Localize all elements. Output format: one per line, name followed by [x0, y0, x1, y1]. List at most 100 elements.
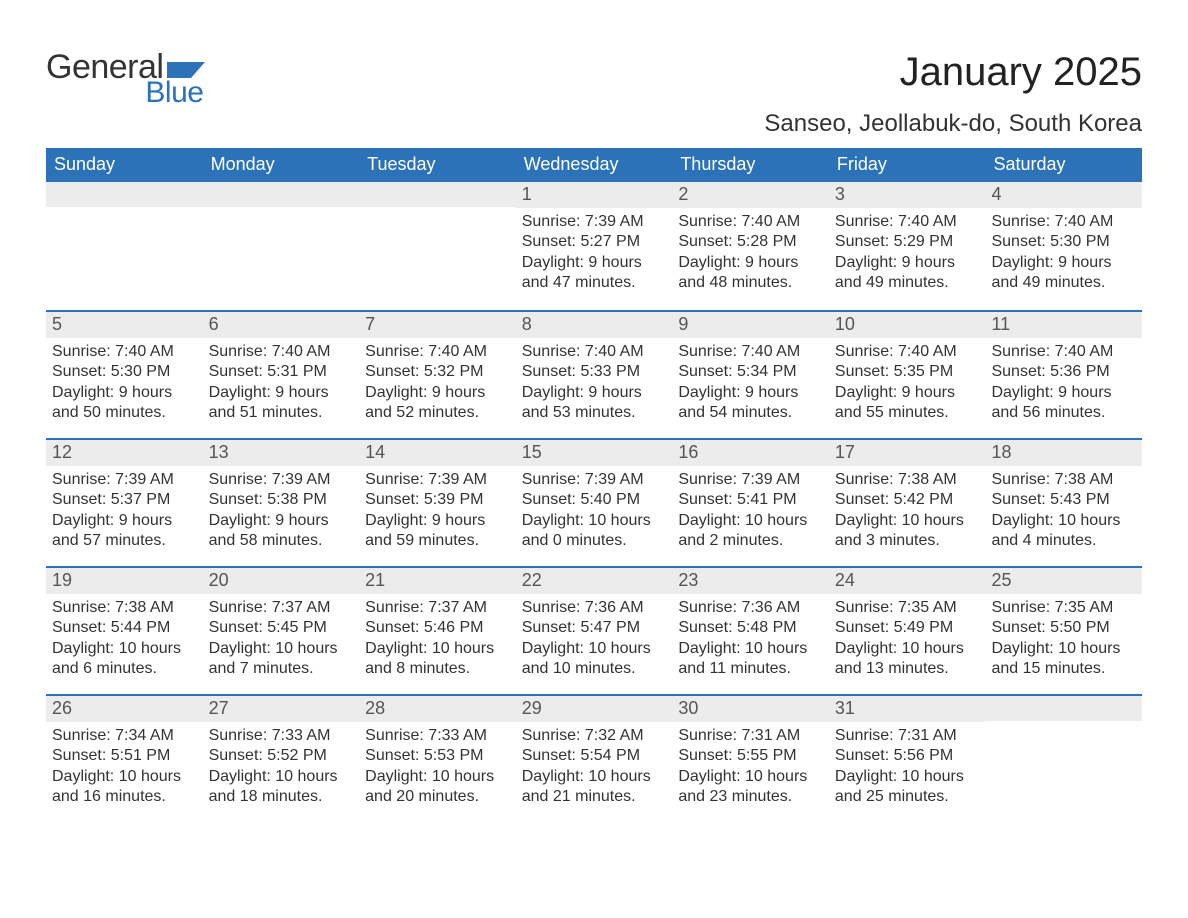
sunrise-text: Sunrise: 7:40 AM: [835, 342, 980, 362]
daylight-text-2: and 4 minutes.: [991, 531, 1136, 551]
day-number: 1: [516, 182, 673, 208]
day-details: Sunrise: 7:32 AMSunset: 5:54 PMDaylight:…: [516, 722, 673, 820]
header: General Blue January 2025 Sanseo, Jeolla…: [46, 50, 1142, 138]
day-number: 26: [46, 696, 203, 722]
day-number: 22: [516, 568, 673, 594]
day-details: Sunrise: 7:39 AMSunset: 5:41 PMDaylight:…: [672, 466, 829, 564]
day-number: 11: [985, 312, 1142, 338]
sunrise-text: Sunrise: 7:38 AM: [991, 470, 1136, 490]
calendar-day: [46, 182, 203, 310]
sunset-text: Sunset: 5:29 PM: [835, 232, 980, 252]
logo-text-blue: Blue: [46, 78, 205, 108]
sunset-text: Sunset: 5:47 PM: [522, 618, 667, 638]
sunrise-text: Sunrise: 7:35 AM: [835, 598, 980, 618]
sunset-text: Sunset: 5:31 PM: [209, 362, 354, 382]
daylight-text-1: Daylight: 9 hours: [991, 383, 1136, 403]
sunset-text: Sunset: 5:36 PM: [991, 362, 1136, 382]
daylight-text-1: Daylight: 9 hours: [52, 511, 197, 531]
day-number: 12: [46, 440, 203, 466]
daylight-text-2: and 16 minutes.: [52, 787, 197, 807]
dow-thursday: Thursday: [672, 148, 829, 182]
calendar-day: 9Sunrise: 7:40 AMSunset: 5:34 PMDaylight…: [672, 312, 829, 438]
day-details: Sunrise: 7:40 AMSunset: 5:35 PMDaylight:…: [829, 338, 986, 436]
calendar-day: 4Sunrise: 7:40 AMSunset: 5:30 PMDaylight…: [985, 182, 1142, 310]
dow-tuesday: Tuesday: [359, 148, 516, 182]
day-number: 8: [516, 312, 673, 338]
daylight-text-1: Daylight: 10 hours: [991, 511, 1136, 531]
sunrise-text: Sunrise: 7:39 AM: [52, 470, 197, 490]
daylight-text-2: and 53 minutes.: [522, 403, 667, 423]
daylight-text-2: and 21 minutes.: [522, 787, 667, 807]
sunset-text: Sunset: 5:55 PM: [678, 746, 823, 766]
daylight-text-1: Daylight: 10 hours: [835, 767, 980, 787]
calendar-day: 14Sunrise: 7:39 AMSunset: 5:39 PMDayligh…: [359, 440, 516, 566]
calendar-day: 15Sunrise: 7:39 AMSunset: 5:40 PMDayligh…: [516, 440, 673, 566]
daylight-text-1: Daylight: 10 hours: [991, 639, 1136, 659]
daylight-text-2: and 52 minutes.: [365, 403, 510, 423]
sunset-text: Sunset: 5:46 PM: [365, 618, 510, 638]
day-details: Sunrise: 7:37 AMSunset: 5:45 PMDaylight:…: [203, 594, 360, 692]
sunset-text: Sunset: 5:51 PM: [52, 746, 197, 766]
day-details: Sunrise: 7:36 AMSunset: 5:47 PMDaylight:…: [516, 594, 673, 692]
daylight-text-2: and 54 minutes.: [678, 403, 823, 423]
calendar-day: 5Sunrise: 7:40 AMSunset: 5:30 PMDaylight…: [46, 312, 203, 438]
day-details: Sunrise: 7:38 AMSunset: 5:43 PMDaylight:…: [985, 466, 1142, 564]
sunrise-text: Sunrise: 7:31 AM: [678, 726, 823, 746]
day-number: 13: [203, 440, 360, 466]
calendar-day: 16Sunrise: 7:39 AMSunset: 5:41 PMDayligh…: [672, 440, 829, 566]
calendar-page: General Blue January 2025 Sanseo, Jeolla…: [0, 0, 1188, 862]
day-details: Sunrise: 7:34 AMSunset: 5:51 PMDaylight:…: [46, 722, 203, 820]
calendar-day: 23Sunrise: 7:36 AMSunset: 5:48 PMDayligh…: [672, 568, 829, 694]
sunrise-text: Sunrise: 7:37 AM: [365, 598, 510, 618]
daylight-text-2: and 10 minutes.: [522, 659, 667, 679]
daylight-text-1: Daylight: 9 hours: [835, 383, 980, 403]
day-details: Sunrise: 7:31 AMSunset: 5:56 PMDaylight:…: [829, 722, 986, 820]
calendar-day: 17Sunrise: 7:38 AMSunset: 5:42 PMDayligh…: [829, 440, 986, 566]
day-details: Sunrise: 7:40 AMSunset: 5:28 PMDaylight:…: [672, 208, 829, 306]
daylight-text-2: and 2 minutes.: [678, 531, 823, 551]
daylight-text-2: and 11 minutes.: [678, 659, 823, 679]
sunrise-text: Sunrise: 7:39 AM: [678, 470, 823, 490]
day-number: 29: [516, 696, 673, 722]
daylight-text-1: Daylight: 9 hours: [678, 253, 823, 273]
day-number: 20: [203, 568, 360, 594]
day-details: Sunrise: 7:40 AMSunset: 5:36 PMDaylight:…: [985, 338, 1142, 436]
daylight-text-1: Daylight: 10 hours: [522, 639, 667, 659]
day-details: Sunrise: 7:39 AMSunset: 5:38 PMDaylight:…: [203, 466, 360, 564]
calendar-day: 10Sunrise: 7:40 AMSunset: 5:35 PMDayligh…: [829, 312, 986, 438]
sunrise-text: Sunrise: 7:40 AM: [365, 342, 510, 362]
day-number: 18: [985, 440, 1142, 466]
sunset-text: Sunset: 5:37 PM: [52, 490, 197, 510]
sunset-text: Sunset: 5:30 PM: [52, 362, 197, 382]
sunset-text: Sunset: 5:54 PM: [522, 746, 667, 766]
daylight-text-2: and 48 minutes.: [678, 273, 823, 293]
sunset-text: Sunset: 5:38 PM: [209, 490, 354, 510]
sunrise-text: Sunrise: 7:40 AM: [835, 212, 980, 232]
sunset-text: Sunset: 5:41 PM: [678, 490, 823, 510]
day-number: [985, 696, 1142, 721]
daylight-text-1: Daylight: 10 hours: [835, 511, 980, 531]
calendar-day: 18Sunrise: 7:38 AMSunset: 5:43 PMDayligh…: [985, 440, 1142, 566]
daylight-text-2: and 55 minutes.: [835, 403, 980, 423]
sunrise-text: Sunrise: 7:40 AM: [678, 342, 823, 362]
daylight-text-1: Daylight: 10 hours: [365, 639, 510, 659]
day-details: Sunrise: 7:37 AMSunset: 5:46 PMDaylight:…: [359, 594, 516, 692]
calendar-day: 28Sunrise: 7:33 AMSunset: 5:53 PMDayligh…: [359, 696, 516, 822]
calendar-day: 11Sunrise: 7:40 AMSunset: 5:36 PMDayligh…: [985, 312, 1142, 438]
day-details: Sunrise: 7:31 AMSunset: 5:55 PMDaylight:…: [672, 722, 829, 820]
day-number: [203, 182, 360, 207]
daylight-text-2: and 51 minutes.: [209, 403, 354, 423]
daylight-text-1: Daylight: 9 hours: [365, 511, 510, 531]
day-details: Sunrise: 7:33 AMSunset: 5:53 PMDaylight:…: [359, 722, 516, 820]
calendar-day: 12 Sunrise: 7:39 AMSunset: 5:37 PMDayligh…: [46, 440, 203, 566]
day-details: Sunrise: 7:39 AMSunset: 5:27 PMDaylight:…: [516, 208, 673, 306]
sunset-text: Sunset: 5:48 PM: [678, 618, 823, 638]
daylight-text-2: and 15 minutes.: [991, 659, 1136, 679]
calendar-day: 20Sunrise: 7:37 AMSunset: 5:45 PMDayligh…: [203, 568, 360, 694]
sunrise-text: Sunrise: 7:40 AM: [522, 342, 667, 362]
daylight-text-1: Daylight: 10 hours: [522, 511, 667, 531]
dow-friday: Friday: [829, 148, 986, 182]
sunrise-text: Sunrise: 7:40 AM: [678, 212, 823, 232]
calendar-day: 25Sunrise: 7:35 AMSunset: 5:50 PMDayligh…: [985, 568, 1142, 694]
sunrise-text: Sunrise: 7:40 AM: [991, 342, 1136, 362]
